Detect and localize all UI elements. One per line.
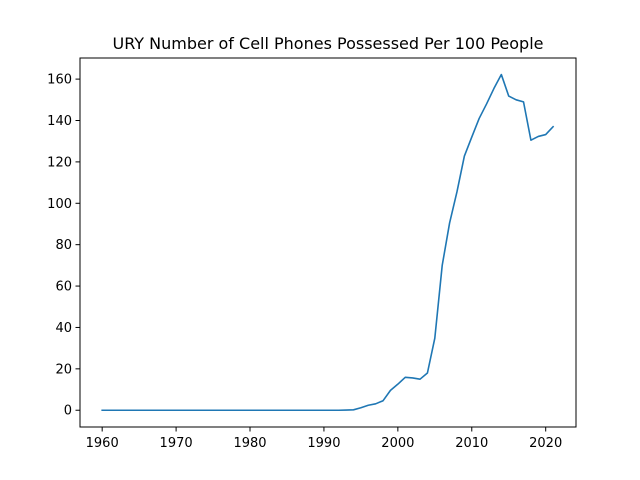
x-tick-label: 1970 bbox=[160, 436, 193, 451]
chart-title: URY Number of Cell Phones Possessed Per … bbox=[112, 34, 543, 53]
y-tick-label: 20 bbox=[55, 362, 72, 377]
x-tick-label: 2010 bbox=[455, 436, 488, 451]
x-tick-label: 1990 bbox=[307, 436, 340, 451]
x-axis: 1960 1970 1980 1990 2000 2010 2020 bbox=[86, 427, 562, 451]
x-tick-label: 1960 bbox=[86, 436, 119, 451]
series-layer bbox=[101, 73, 555, 412]
y-tick-label: 140 bbox=[47, 114, 72, 129]
y-tick-label: 160 bbox=[47, 73, 72, 88]
y-tick-label: 100 bbox=[47, 197, 72, 212]
y-axis: 0 20 40 60 80 100 120 140 160 bbox=[47, 73, 80, 419]
plot-frame bbox=[79, 57, 577, 428]
y-tick-label: 80 bbox=[55, 238, 72, 253]
y-tick-label: 0 bbox=[64, 404, 72, 419]
y-tick-label: 40 bbox=[55, 321, 72, 336]
x-tick-label: 1980 bbox=[233, 436, 266, 451]
y-tick-label: 60 bbox=[55, 280, 72, 295]
y-tick-label: 120 bbox=[47, 155, 72, 170]
x-tick-label: 2020 bbox=[529, 436, 562, 451]
series-line-0 bbox=[101, 73, 555, 412]
x-tick-label: 2000 bbox=[381, 436, 414, 451]
